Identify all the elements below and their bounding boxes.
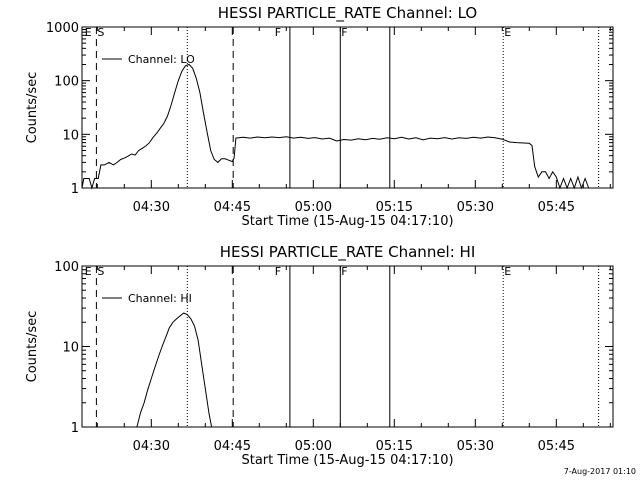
chart-title: HESSI PARTICLE_RATE Channel: HI <box>220 243 476 262</box>
legend-label: Channel: LO <box>128 53 195 66</box>
x-tick-label: 05:00 <box>295 439 332 454</box>
x-tick-label: 05:45 <box>538 200 575 215</box>
flag-marker: F <box>341 26 347 39</box>
flag-marker: F <box>341 265 347 278</box>
y-tick-label: 10 <box>62 128 79 143</box>
y-tick-label: 1000 <box>46 21 79 36</box>
legend-label: Channel: HI <box>128 292 192 305</box>
x-tick-label: 05:15 <box>376 200 413 215</box>
chart-title: HESSI PARTICLE_RATE Channel: LO <box>218 4 477 23</box>
x-axis-label: Start Time (15-Aug-15 04:17:10) <box>241 214 453 229</box>
y-axis-label: Counts/sec <box>25 311 40 383</box>
x-axis-label: Start Time (15-Aug-15 04:17:10) <box>241 453 453 468</box>
y-axis-label: Counts/sec <box>25 72 40 144</box>
x-tick-label: 05:45 <box>538 439 575 454</box>
x-tick-label: 05:30 <box>457 200 494 215</box>
x-tick-label: 05:15 <box>376 439 413 454</box>
series-line <box>136 312 213 428</box>
flag-marker: E <box>504 26 511 39</box>
y-tick-label: 10 <box>62 341 79 356</box>
x-tick-label: 05:00 <box>295 200 332 215</box>
x-tick-label: 04:30 <box>133 439 170 454</box>
x-tick-label: 05:30 <box>457 439 494 454</box>
flag-marker: E <box>85 26 92 39</box>
x-tick-label: 04:45 <box>214 200 251 215</box>
x-tick-label: 04:30 <box>133 200 170 215</box>
y-tick-label: 100 <box>54 260 79 275</box>
footer-stamp: 7-Aug-2017 01:10 <box>564 467 636 476</box>
panel-hi: HESSI PARTICLE_RATE Channel: HI 1 10 100 04:… <box>25 243 614 468</box>
y-tick-label: 1 <box>71 421 79 436</box>
flag-marker: S <box>97 265 104 278</box>
flag-marker: F <box>275 26 281 39</box>
panel-lo: HESSI PARTICLE_RATE Channel: LO 1 10 100 100… <box>25 4 614 229</box>
series-line <box>81 63 590 190</box>
y-tick-label: 1 <box>71 182 79 197</box>
flag-marker: F <box>275 265 281 278</box>
y-tick-label: 100 <box>54 75 79 90</box>
x-tick-label: 04:45 <box>214 439 251 454</box>
flag-marker: E <box>85 265 92 278</box>
flag-marker: E <box>504 265 511 278</box>
plot-frame <box>81 26 614 189</box>
flag-marker: S <box>97 26 104 39</box>
